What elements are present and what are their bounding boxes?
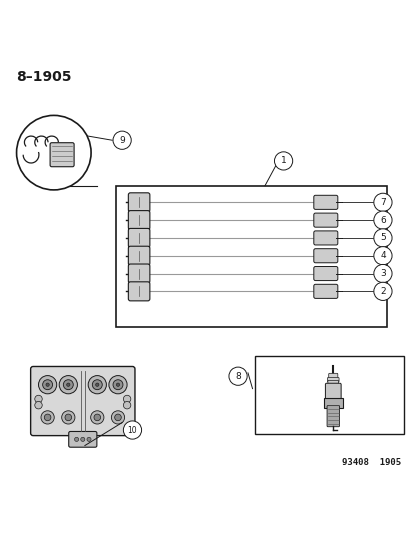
Circle shape xyxy=(46,383,49,386)
Circle shape xyxy=(38,376,57,394)
Circle shape xyxy=(90,411,104,424)
Text: 4: 4 xyxy=(379,251,385,260)
Circle shape xyxy=(59,376,77,394)
FancyBboxPatch shape xyxy=(128,229,150,247)
FancyBboxPatch shape xyxy=(313,284,337,298)
FancyBboxPatch shape xyxy=(128,264,150,283)
Circle shape xyxy=(373,211,391,229)
Circle shape xyxy=(113,379,123,390)
Circle shape xyxy=(35,401,42,409)
Text: 6: 6 xyxy=(379,216,385,224)
Circle shape xyxy=(274,152,292,170)
FancyBboxPatch shape xyxy=(326,406,339,427)
Text: 8–1905: 8–1905 xyxy=(17,70,72,84)
Text: 3: 3 xyxy=(379,269,385,278)
FancyBboxPatch shape xyxy=(128,193,150,212)
Text: 7: 7 xyxy=(379,198,385,207)
Circle shape xyxy=(228,367,247,385)
Circle shape xyxy=(63,379,73,390)
Text: 93408  1905: 93408 1905 xyxy=(342,458,401,467)
Bar xyxy=(254,356,403,434)
Circle shape xyxy=(373,229,391,247)
Circle shape xyxy=(94,414,100,421)
Circle shape xyxy=(87,437,91,441)
FancyBboxPatch shape xyxy=(327,377,338,382)
Circle shape xyxy=(74,437,78,441)
FancyBboxPatch shape xyxy=(31,367,135,435)
Circle shape xyxy=(113,131,131,149)
FancyBboxPatch shape xyxy=(328,373,337,390)
Circle shape xyxy=(114,414,121,421)
Circle shape xyxy=(88,376,106,394)
Circle shape xyxy=(17,115,91,190)
Circle shape xyxy=(65,414,71,421)
FancyBboxPatch shape xyxy=(313,213,337,227)
Text: 10: 10 xyxy=(127,425,137,434)
Bar xyxy=(116,186,386,327)
FancyBboxPatch shape xyxy=(313,195,337,209)
FancyBboxPatch shape xyxy=(325,383,340,402)
Circle shape xyxy=(373,247,391,265)
Circle shape xyxy=(123,395,131,403)
Circle shape xyxy=(373,282,391,301)
Circle shape xyxy=(373,264,391,282)
Circle shape xyxy=(62,411,75,424)
FancyBboxPatch shape xyxy=(128,211,150,230)
Circle shape xyxy=(81,437,85,441)
Circle shape xyxy=(92,379,102,390)
Circle shape xyxy=(35,395,42,403)
Circle shape xyxy=(66,383,70,386)
Text: 9: 9 xyxy=(119,136,125,145)
FancyBboxPatch shape xyxy=(313,249,337,263)
FancyBboxPatch shape xyxy=(327,381,338,387)
Circle shape xyxy=(373,193,391,212)
FancyBboxPatch shape xyxy=(323,398,342,408)
Circle shape xyxy=(43,379,52,390)
FancyBboxPatch shape xyxy=(128,282,150,301)
FancyBboxPatch shape xyxy=(313,231,337,245)
Text: 2: 2 xyxy=(379,287,385,296)
FancyBboxPatch shape xyxy=(128,246,150,265)
Circle shape xyxy=(111,411,124,424)
Circle shape xyxy=(44,414,51,421)
Circle shape xyxy=(123,401,131,409)
Text: 8: 8 xyxy=(235,372,240,381)
Circle shape xyxy=(123,421,141,439)
Text: 5: 5 xyxy=(379,233,385,243)
Circle shape xyxy=(41,411,54,424)
FancyBboxPatch shape xyxy=(313,266,337,280)
Circle shape xyxy=(109,376,127,394)
FancyBboxPatch shape xyxy=(50,143,74,167)
Text: 1: 1 xyxy=(280,156,286,165)
FancyBboxPatch shape xyxy=(69,432,97,447)
Circle shape xyxy=(95,383,99,386)
Circle shape xyxy=(116,383,119,386)
